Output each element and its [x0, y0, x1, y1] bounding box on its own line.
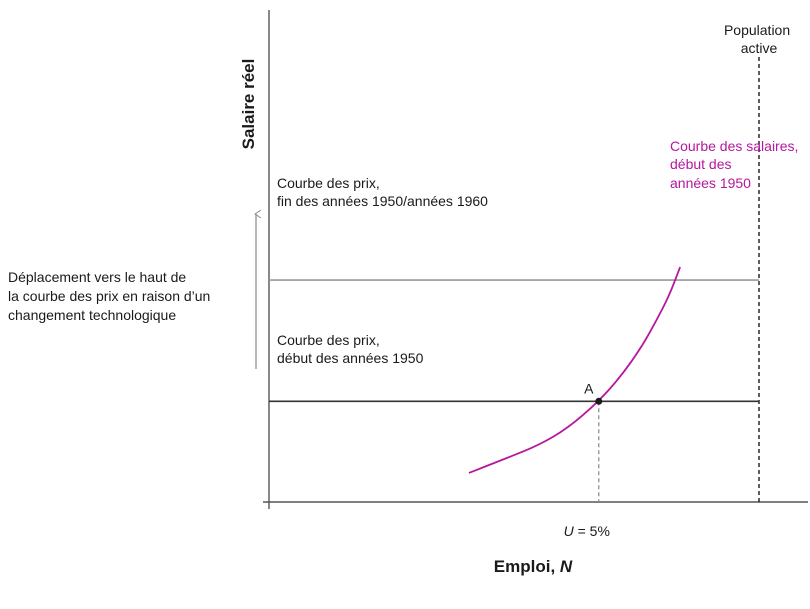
x-axis-label: Emploi, N: [494, 557, 573, 576]
labour-force-label: Population active: [724, 22, 794, 56]
price-early-label: Courbe des prix, début des années 1950: [277, 332, 424, 366]
shift-annotation: Déplacement vers le haut de la courbe de…: [8, 269, 214, 323]
x-tick-label: U = 5%: [564, 523, 610, 539]
point-a-marker: [595, 397, 603, 405]
wage-curve-early-1950s: [468, 266, 681, 474]
y-axis-label: Salaire réel: [239, 59, 258, 150]
wage-curve-label: Courbe des salaires, début des années 19…: [670, 138, 802, 191]
price-late-label: Courbe des prix, fin des années 1950/ann…: [277, 175, 488, 209]
point-a-label: A: [584, 380, 594, 396]
